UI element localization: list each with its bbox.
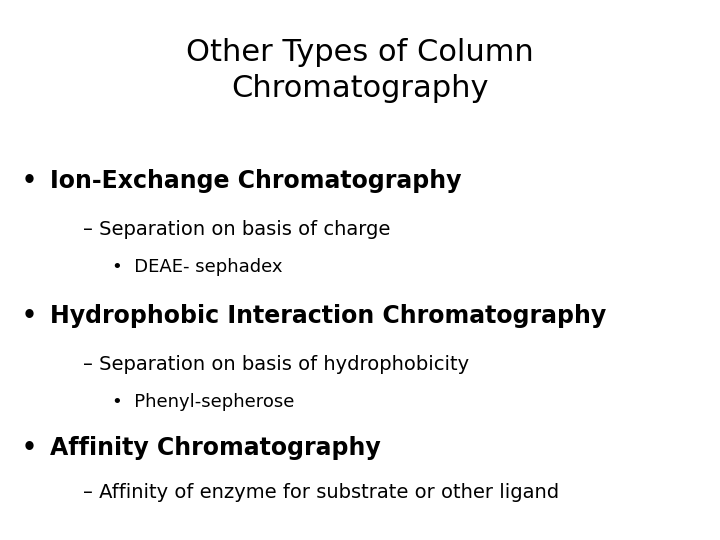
Text: Hydrophobic Interaction Chromatography: Hydrophobic Interaction Chromatography xyxy=(50,304,607,328)
Text: – Separation on basis of hydrophobicity: – Separation on basis of hydrophobicity xyxy=(83,355,469,374)
Text: •: • xyxy=(22,436,37,460)
Text: •  Phenyl-sepherose: • Phenyl-sepherose xyxy=(112,393,294,411)
Text: – Separation on basis of charge: – Separation on basis of charge xyxy=(83,220,390,239)
Text: Affinity Chromatography: Affinity Chromatography xyxy=(50,436,381,460)
Text: – Affinity of enzyme for substrate or other ligand: – Affinity of enzyme for substrate or ot… xyxy=(83,483,559,502)
Text: Ion-Exchange Chromatography: Ion-Exchange Chromatography xyxy=(50,169,462,193)
Text: •  DEAE- sephadex: • DEAE- sephadex xyxy=(112,258,282,276)
Text: •: • xyxy=(22,169,37,193)
Text: Other Types of Column
Chromatography: Other Types of Column Chromatography xyxy=(186,38,534,103)
Text: •: • xyxy=(22,304,37,328)
